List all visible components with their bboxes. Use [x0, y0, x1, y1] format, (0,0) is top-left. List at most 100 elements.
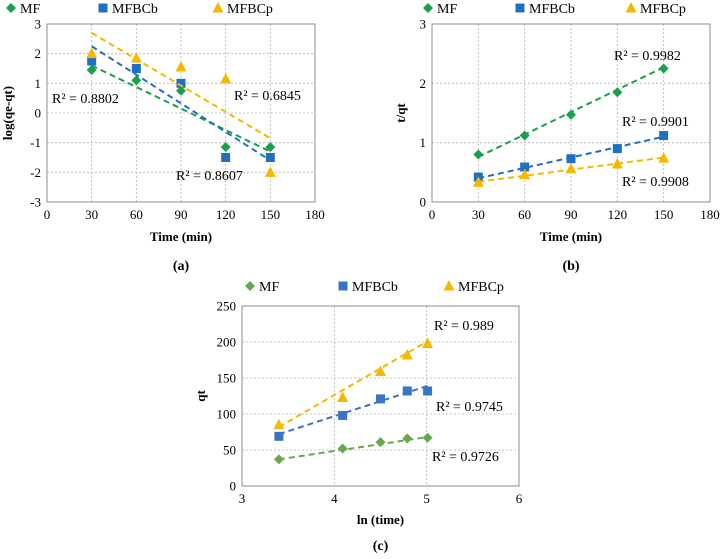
data-point-MF — [473, 149, 484, 160]
data-point-MFBCp — [86, 47, 98, 59]
series-MFBCb — [87, 45, 275, 162]
data-point-MF — [612, 87, 623, 98]
data-point-MFBCp — [375, 365, 386, 377]
r2-label-MF: R² = 0.9982 — [614, 49, 681, 64]
x-tick-label: 120 — [216, 207, 236, 222]
data-point-MFBCb — [338, 410, 348, 420]
plot-frame — [431, 23, 711, 203]
series-MF — [86, 64, 276, 153]
legend-label-MFBCb: MFBCb — [529, 2, 575, 17]
data-point-MFBCb — [265, 153, 275, 162]
data-point-MFBCb — [566, 154, 576, 164]
r2-label-MFBCb: R² = 0.8607 — [176, 169, 243, 184]
x-tick-label: 60 — [130, 207, 143, 222]
x-tick-label: 180 — [700, 207, 720, 222]
x-tick-label: 30 — [472, 207, 485, 222]
y-tick-label: 200 — [217, 335, 237, 350]
y-tick-label: 0 — [35, 106, 42, 121]
y-axis-label: t/qt — [393, 103, 408, 123]
data-point-MF — [422, 432, 433, 443]
x-tick-label: 60 — [518, 207, 531, 222]
x-axis-label: Time (min) — [540, 229, 602, 244]
data-point-MF — [337, 443, 348, 454]
x-tick-label: 30 — [85, 207, 98, 222]
x-tick-label: 0 — [429, 207, 436, 222]
legend-label-MF: MF — [437, 2, 457, 17]
plot-frame — [46, 23, 316, 203]
data-point-MFBCb — [176, 78, 186, 88]
series-MFBCp — [273, 337, 434, 430]
y-axis-label: qt — [193, 390, 208, 402]
data-point-MF — [402, 433, 413, 444]
data-point-MFBCp — [175, 61, 187, 72]
y-tick-label: 1 — [420, 135, 427, 150]
data-point-MFBCb — [423, 386, 433, 396]
series-MFBCp — [86, 32, 276, 177]
data-point-MF — [566, 109, 576, 120]
data-point-MFBCp — [273, 418, 285, 430]
data-point-MF — [519, 130, 530, 141]
legend-marker-MF — [423, 3, 433, 13]
chart-panel-c: 3 4 5 6 0 50 100 150 200 250 ln (time) qt (c) R² = 0.… — [193, 280, 523, 554]
data-point-MFBCb — [612, 144, 622, 154]
legend-marker-MFBCp — [212, 2, 224, 13]
x-tick-label: 6 — [516, 491, 523, 506]
series-MFBCp — [472, 152, 670, 187]
r2-label-MF: R² = 0.9726 — [432, 450, 499, 465]
trendline-MFBCb — [91, 45, 271, 162]
y-tick-label: -3 — [30, 195, 41, 210]
x-tick-label: 0 — [44, 207, 51, 222]
legend-marker-MFBCp — [625, 2, 637, 13]
chart-panel-a: 0 30 60 90 120 150 180 -3 -2 -1 0 1 2 3 Time (min) log(… — [0, 2, 325, 274]
data-point-MFBCb — [659, 131, 669, 141]
data-point-MFBCb — [221, 153, 231, 162]
r2-label-MFBCp: R² = 0.6845 — [234, 89, 301, 104]
y-tick-label: 3 — [420, 17, 427, 32]
y-tick-label: 0 — [420, 195, 427, 210]
y-tick-label: 0 — [230, 479, 237, 494]
data-point-MFBCp — [130, 52, 142, 63]
data-point-MFBCp — [422, 337, 434, 348]
data-point-MFBCp — [264, 166, 276, 177]
trendline-MF — [278, 436, 428, 461]
trendline-MF — [91, 64, 271, 153]
data-point-MFBCp — [611, 158, 623, 169]
x-tick-label: 90 — [175, 207, 188, 222]
data-point-MFBCp — [519, 168, 531, 180]
y-tick-label: 2 — [420, 76, 427, 91]
data-point-MFBCp — [337, 391, 349, 402]
data-point-MFBCb — [87, 56, 97, 66]
data-point-MF — [375, 437, 386, 448]
data-point-MFBCp — [472, 176, 484, 187]
data-point-MF — [658, 63, 669, 74]
series-MFBCb — [274, 384, 433, 441]
data-point-MFBCb — [131, 64, 141, 73]
r2-label-MFBCp: R² = 0.989 — [434, 319, 494, 334]
legend-marker-MF — [245, 281, 255, 291]
y-tick-label: 150 — [217, 371, 237, 386]
data-point-MF — [273, 454, 284, 465]
x-tick-label: 120 — [608, 207, 628, 222]
series-MF — [273, 432, 433, 465]
r2-label-MF: R² = 0.8802 — [52, 92, 119, 107]
legend-label-MFBCp: MFBCp — [227, 2, 273, 17]
legend-marker-MF — [6, 3, 16, 13]
x-tick-label: 4 — [331, 491, 338, 506]
x-axis-label: ln (time) — [357, 512, 404, 527]
legend-label-MF: MF — [259, 280, 279, 295]
trendline-MFBCp — [278, 340, 429, 428]
legend-marker-MFBCb — [338, 281, 348, 291]
data-point-MF — [265, 142, 276, 153]
chart-panel-b: 0 30 60 90 120 150 180 0 1 2 3 Time (min) t/qt (b) R² … — [393, 2, 720, 274]
series-MF — [473, 63, 669, 160]
panel-label: (c) — [373, 539, 389, 554]
x-tick-label: 180 — [305, 207, 325, 222]
y-tick-label: 250 — [217, 299, 237, 314]
x-tick-label: 150 — [654, 207, 674, 222]
x-tick-label: 90 — [565, 207, 578, 222]
legend-label-MFBCb: MFBCb — [112, 2, 158, 17]
trendline-MFBCp — [91, 32, 271, 140]
data-point-MFBCb — [520, 162, 530, 172]
r2-label-MFBCb: R² = 0.9745 — [436, 400, 503, 415]
